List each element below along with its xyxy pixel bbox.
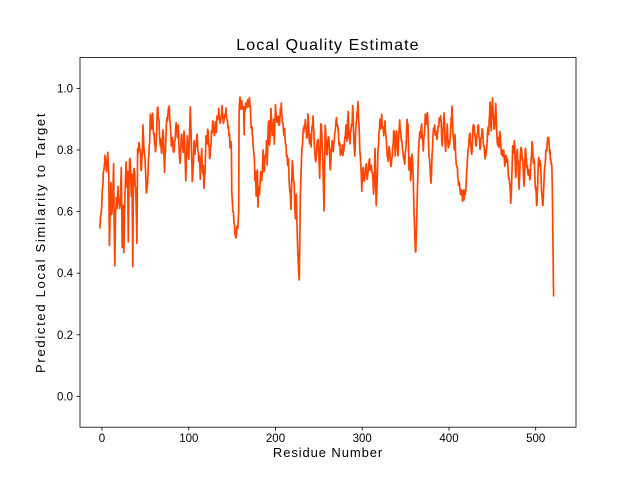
svg-text:Residue Number: Residue Number <box>273 445 383 460</box>
svg-text:200: 200 <box>266 433 285 445</box>
svg-text:400: 400 <box>439 433 458 445</box>
svg-text:0.4: 0.4 <box>57 268 74 280</box>
svg-text:500: 500 <box>526 433 545 445</box>
svg-text:Predicted Local Similarity to: Predicted Local Similarity to Target <box>33 112 48 373</box>
svg-text:300: 300 <box>353 433 372 445</box>
svg-text:0: 0 <box>99 433 105 445</box>
svg-text:100: 100 <box>179 433 198 445</box>
svg-text:Local Quality Estimate: Local Quality Estimate <box>236 37 419 54</box>
svg-text:0.6: 0.6 <box>57 207 73 219</box>
svg-text:1.0: 1.0 <box>57 83 73 95</box>
svg-text:0.2: 0.2 <box>57 330 73 342</box>
svg-text:0.0: 0.0 <box>57 391 73 403</box>
svg-text:0.8: 0.8 <box>57 145 73 157</box>
